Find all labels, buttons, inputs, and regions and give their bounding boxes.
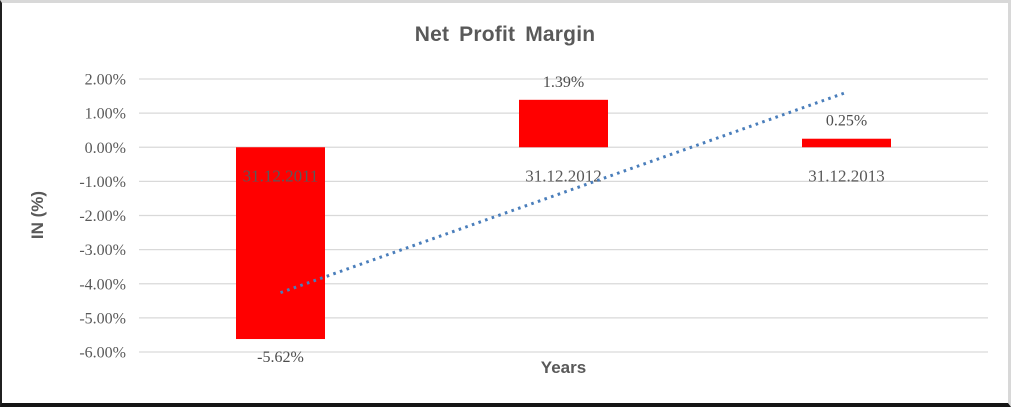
- y-tick-label: 2.00%: [85, 72, 126, 89]
- bar-31.12.2013: [802, 138, 891, 148]
- plot-area: 2.00% 1.00% 0.00% -1.00% -2.00% -3.00% -4.00% -…: [79, 72, 988, 366]
- chart-title: Net Profit Margin: [414, 23, 596, 46]
- x-axis-title: Years: [540, 358, 587, 377]
- y-tick-label: 1.00%: [85, 106, 126, 123]
- trendline: [279, 90, 848, 295]
- y-tick-label: -3.00%: [79, 242, 126, 259]
- y-tick-label: -1.00%: [79, 174, 126, 191]
- category-label: 31.12.2012: [525, 166, 602, 185]
- data-label: -5.62%: [257, 349, 304, 366]
- bar-31.12.2011: [236, 147, 325, 340]
- data-label: 1.39%: [543, 74, 584, 91]
- category-label: 31.12.2013: [808, 166, 885, 185]
- bar-31.12.2012: [519, 99, 608, 148]
- category-label: 31.12.2011: [243, 166, 319, 185]
- y-tick-label: -5.00%: [79, 310, 126, 327]
- y-tick-label: 0.00%: [85, 140, 126, 157]
- data-label: 0.25%: [826, 113, 867, 130]
- y-tick-label: -2.00%: [79, 208, 126, 225]
- y-tick-label: -4.00%: [79, 276, 126, 293]
- y-tick-label: -6.00%: [79, 345, 126, 362]
